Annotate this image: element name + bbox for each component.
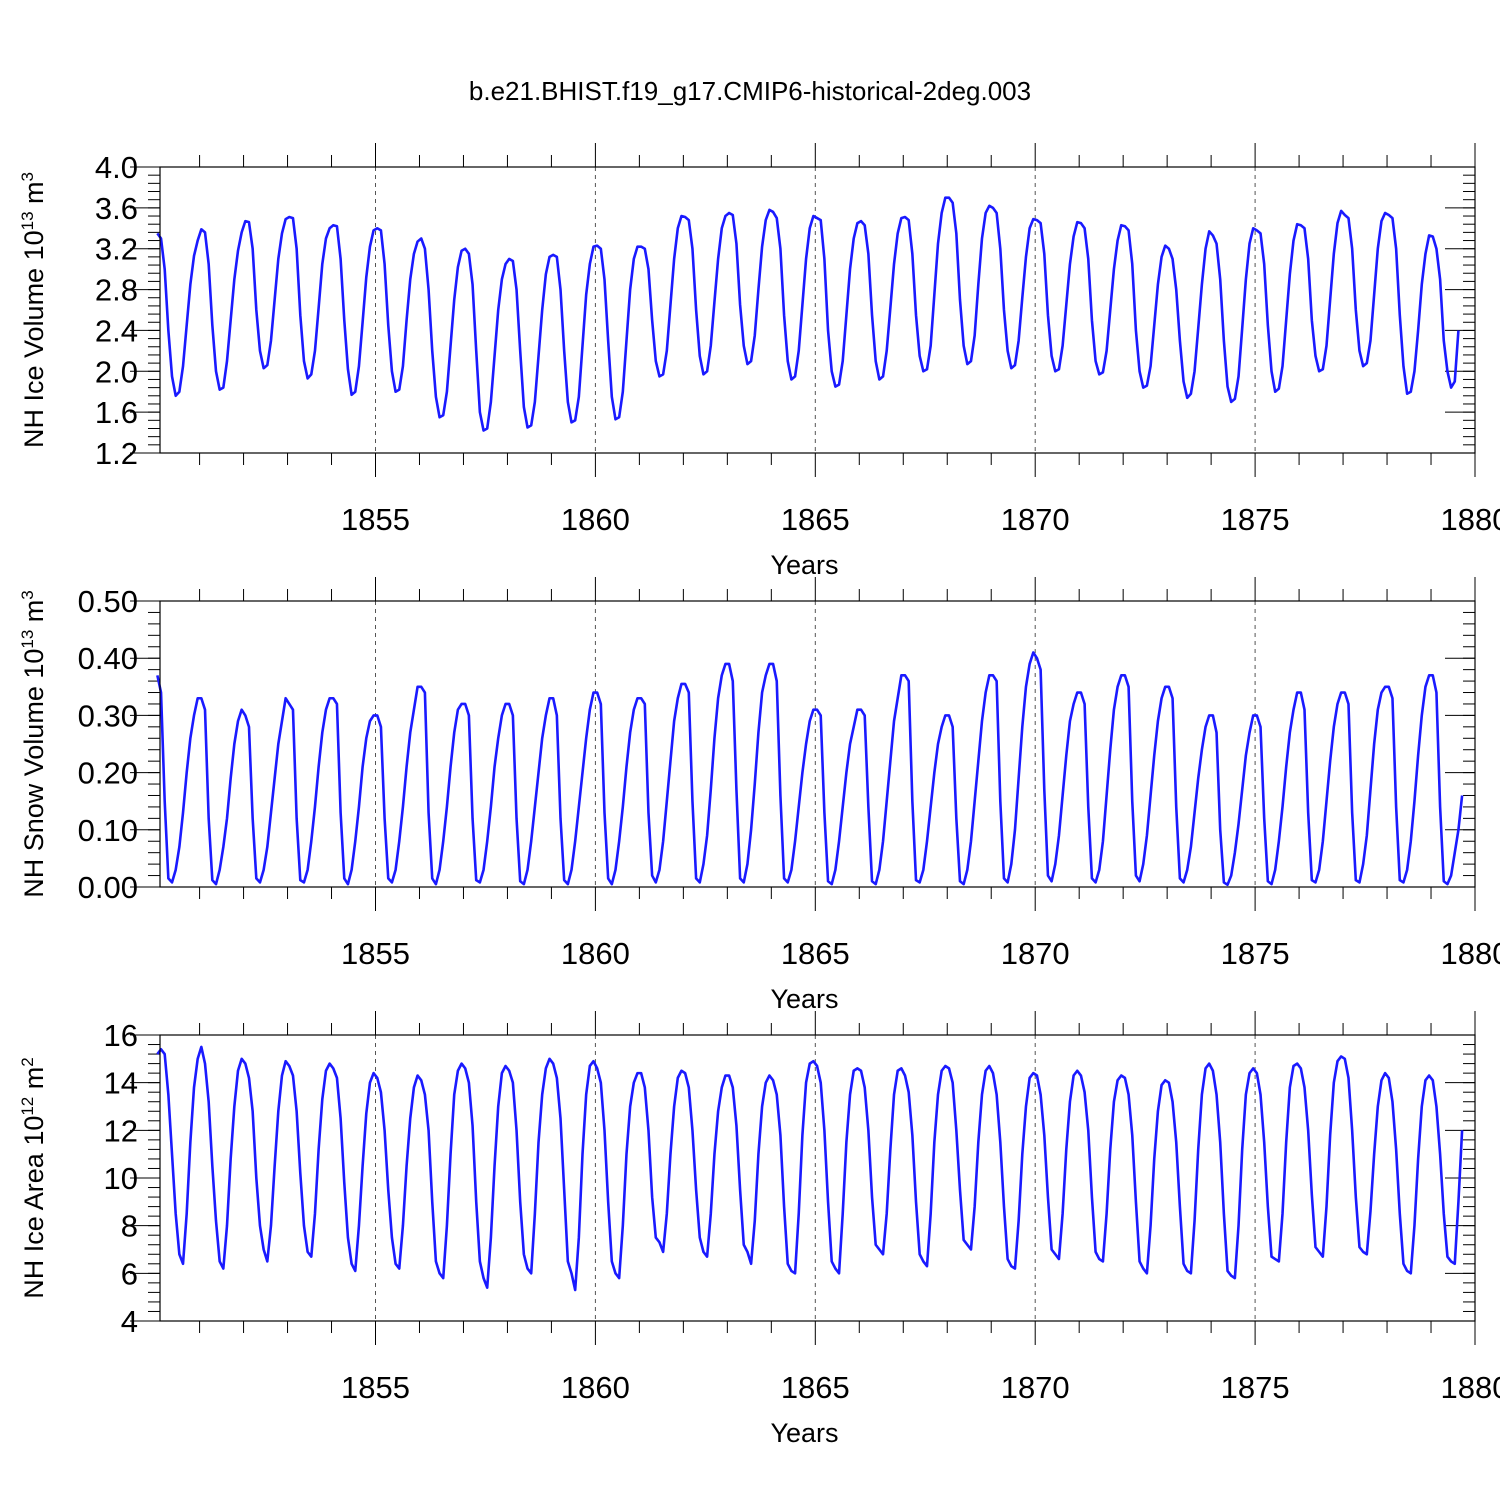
x-tick-label: 1870: [1001, 1370, 1070, 1405]
y-axis-title: NH Snow Volume 1013 m3: [18, 590, 49, 898]
x-tick-label: 1860: [561, 502, 630, 537]
x-tick-label: 1855: [341, 502, 410, 537]
y-tick-label: 0.50: [78, 584, 138, 619]
series-line-snow-volume: [156, 651, 1464, 887]
x-axis-title: Years: [770, 1418, 838, 1448]
y-tick-label: 10: [104, 1161, 138, 1196]
y-tick-label: 0.30: [78, 698, 138, 733]
x-axis-title: Years: [770, 550, 838, 580]
x-tick-label: 1875: [1221, 502, 1290, 537]
y-tick-label: 0.20: [78, 756, 138, 791]
y-tick-label: 3.6: [95, 191, 138, 226]
y-tick-label: 4: [121, 1304, 138, 1339]
y-axis-title: NH Ice Volume 1013 m3: [18, 172, 49, 448]
y-tick-label: 1.6: [95, 395, 138, 430]
x-tick-label: 1855: [341, 1370, 410, 1405]
y-tick-label: 0.00: [78, 870, 138, 905]
y-tick-label: 0.10: [78, 813, 138, 848]
y-tick-label: 14: [104, 1066, 138, 1101]
plot-frame: [159, 600, 1476, 888]
y-tick-label: 3.2: [95, 232, 138, 267]
y-tick-label: 16: [104, 1018, 138, 1053]
series-line-ice-volume: [156, 196, 1460, 432]
y-axis-title: NH Ice Area 1012 m2: [18, 1057, 49, 1298]
x-tick-label: 1875: [1221, 1370, 1290, 1405]
x-tick-label: 1870: [1001, 936, 1070, 971]
y-tick-label: 1.2: [95, 436, 138, 471]
figure-title: b.e21.BHIST.f19_g17.CMIP6-historical-2de…: [468, 76, 1032, 106]
x-tick-label: 1865: [781, 502, 850, 537]
y-tick-label: 2.0: [95, 354, 138, 389]
x-tick-label: 1855: [341, 936, 410, 971]
x-tick-label: 1870: [1001, 502, 1070, 537]
y-tick-label: 8: [121, 1209, 138, 1244]
y-tick-label: 12: [104, 1113, 138, 1148]
plot-frame: [159, 166, 1476, 454]
x-tick-label: 1875: [1221, 936, 1290, 971]
y-tick-label: 2.4: [95, 313, 138, 348]
plot-frame: [159, 1034, 1476, 1322]
x-tick-label: 1865: [781, 1370, 850, 1405]
y-tick-label: 2.8: [95, 273, 138, 308]
series-line-ice-area: [156, 1045, 1464, 1292]
x-tick-label: 1860: [561, 1370, 630, 1405]
x-axis-title: Years: [770, 984, 838, 1014]
y-tick-label: 6: [121, 1256, 138, 1291]
x-tick-label: 1860: [561, 936, 630, 971]
y-tick-label: 4.0: [95, 150, 138, 185]
y-tick-label: 0.40: [78, 641, 138, 676]
x-tick-label: 1865: [781, 936, 850, 971]
